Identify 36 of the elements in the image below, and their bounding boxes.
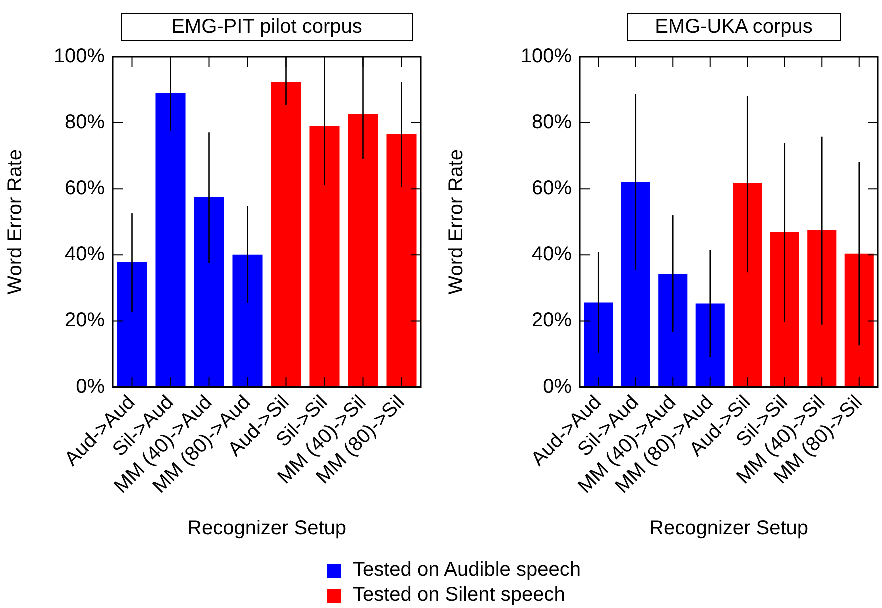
y-tick-label: 20%: [64, 310, 106, 332]
bar: [658, 274, 688, 388]
y-tick-label: 80%: [64, 112, 106, 134]
bar: [117, 262, 148, 388]
bar: [232, 254, 263, 388]
y-axis-title: Word Error Rate: [4, 150, 27, 295]
bar: [770, 232, 800, 388]
bar: [156, 93, 186, 388]
y-tick-label: 20%: [532, 310, 572, 332]
bar: [386, 134, 417, 388]
y-tick-label: 60%: [532, 178, 572, 200]
bar: [310, 126, 340, 388]
y-tick-label: 0%: [76, 376, 106, 398]
chart-title: EMG-PIT pilot corpus: [121, 13, 413, 41]
y-tick-label: 100%: [520, 46, 572, 68]
bar: [194, 197, 224, 388]
y-tick-label: 80%: [532, 112, 572, 134]
y-tick-label: 100%: [54, 46, 106, 68]
bar: [733, 183, 762, 388]
bar: [271, 82, 302, 388]
y-tick-label: 0%: [543, 376, 572, 398]
x-axis-title: Recognizer Setup: [650, 518, 808, 540]
bar: [808, 230, 837, 388]
y-tick-label: 40%: [64, 244, 106, 266]
bar: [584, 302, 614, 388]
y-axis-title: Word Error Rate: [446, 150, 468, 295]
legend-label: Tested on Silent speech: [353, 584, 566, 607]
y-tick-label: 40%: [532, 244, 572, 266]
bar: [696, 304, 725, 388]
bar: [621, 182, 650, 388]
bar: [348, 114, 378, 388]
legend-label: Tested on Audible speech: [353, 559, 581, 582]
chart-title: EMG-UKA corpus: [627, 13, 841, 41]
x-axis-title: Recognizer Setup: [188, 518, 346, 540]
bar: [844, 254, 874, 388]
y-tick-label: 60%: [64, 178, 106, 200]
